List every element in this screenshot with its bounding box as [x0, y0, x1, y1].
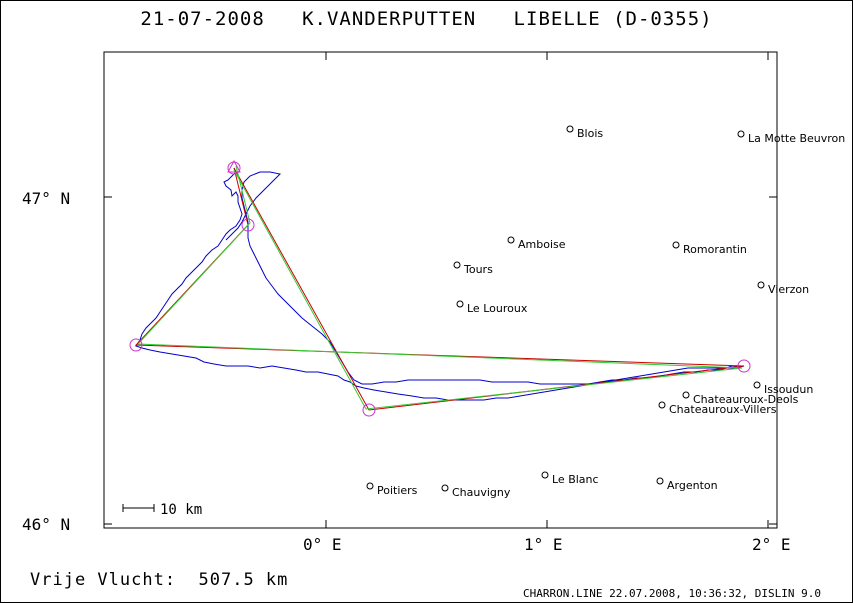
- free-flight-distance: Vrije Vlucht: 507.5 km: [30, 570, 289, 590]
- town-marker-icon: [757, 281, 765, 289]
- town-marker-icon: [456, 300, 464, 308]
- town-label: La Motte Beuvron: [748, 132, 845, 145]
- turnpoint-marker: [129, 338, 143, 352]
- town-label: Romorantin: [683, 243, 747, 256]
- town-marker-icon: [656, 477, 664, 485]
- map-border: [103, 51, 778, 529]
- lat-label-47: 47° N: [22, 189, 70, 208]
- page-title: 21-07-2008 K.VANDERPUTTEN LIBELLE (D-035…: [140, 8, 713, 30]
- town-layer: Blois La Motte Beuvron Amboise Romorantin To…: [366, 125, 845, 499]
- town-marker-icon: [682, 391, 690, 399]
- axis-ticks: [104, 52, 777, 528]
- optimized-legs: [136, 165, 743, 410]
- gps-track: [135, 167, 745, 401]
- scale-bar-label: 10 km: [160, 502, 202, 518]
- lon-label-0: 0° E: [303, 535, 342, 554]
- turnpoints: [129, 159, 751, 417]
- town-label: Chateauroux-Deols: [693, 393, 799, 406]
- turnpoint-marker: [737, 359, 751, 373]
- town-label: Argenton: [667, 479, 718, 492]
- gps-track-return: [225, 171, 744, 385]
- town-marker-icon: [753, 381, 761, 389]
- turnpoint-marker: [241, 218, 255, 232]
- town-label: Vierzon: [768, 283, 809, 296]
- town-label: Amboise: [518, 238, 566, 251]
- town-marker-icon: [566, 125, 574, 133]
- start-triangle-icon: [227, 159, 241, 173]
- town-marker-icon: [541, 471, 549, 479]
- lat-label-46: 46° N: [22, 515, 70, 534]
- town-label: Blois: [577, 127, 603, 140]
- footer-info: CHARRON.LINE 22.07.2008, 10:36:32, DISLI…: [522, 587, 821, 600]
- town-marker-icon: [658, 401, 666, 409]
- town-marker-icon: [453, 261, 461, 269]
- town-label: Tours: [463, 263, 493, 276]
- town-label: Chateauroux-Villers: [669, 403, 777, 416]
- town-label: Chauvigny: [452, 486, 511, 499]
- town-marker-icon: [507, 236, 515, 244]
- lon-label-2: 2° E: [752, 535, 791, 554]
- town-marker-icon: [672, 241, 680, 249]
- lon-label-1: 1° E: [524, 535, 563, 554]
- town-label: Le Louroux: [467, 302, 528, 315]
- scale-bar: 10 km: [122, 502, 202, 518]
- town-label: Poitiers: [377, 484, 418, 497]
- town-marker-icon: [441, 484, 449, 492]
- town-label: Le Blanc: [552, 473, 599, 486]
- town-marker-icon: [737, 130, 745, 138]
- town-label: Issoudun: [764, 383, 813, 396]
- turnpoint-marker: [362, 403, 376, 417]
- town-marker-icon: [366, 482, 374, 490]
